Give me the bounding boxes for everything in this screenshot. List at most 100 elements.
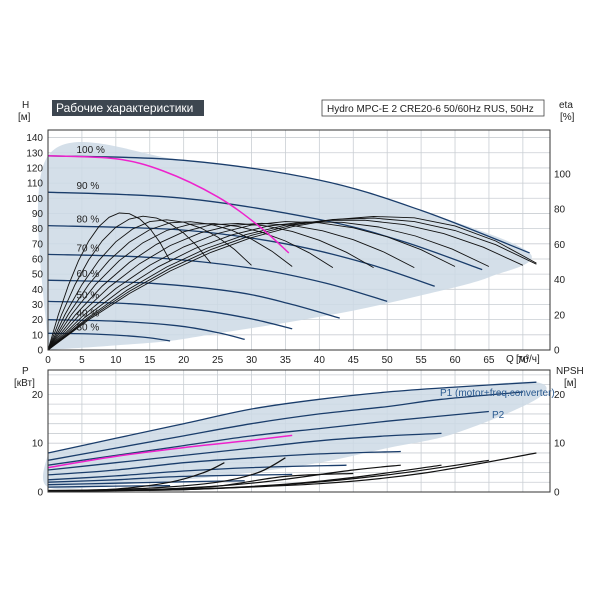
npsh-tick-1: 10 (554, 439, 566, 450)
npsh-curve-6 (47, 462, 225, 493)
eta-curve-11 (47, 216, 537, 351)
flow-tick-7: 35 (280, 355, 292, 366)
head-tick-9: 90 (32, 209, 44, 220)
head-axis-unit: [м] (18, 112, 31, 123)
p2-series-label: P2 (492, 410, 505, 421)
flow-axis-label: Q (506, 354, 514, 365)
npsh-curve-4 (47, 472, 354, 492)
p1-series-label: P1 (motor+freq.converter) (440, 388, 555, 399)
eta-tick-3: 60 (554, 240, 566, 251)
head-tick-2: 20 (32, 315, 44, 326)
eta-tick-labels: 0 20 40 60 80 100 (554, 170, 571, 357)
npsh-tick-labels: 0 10 20 (554, 390, 566, 499)
head-tick-3: 30 (32, 300, 44, 311)
eta-curve-2 (47, 219, 252, 351)
head-tick-8: 80 (32, 224, 44, 235)
power-tick-labels: 0 10 20 (32, 390, 44, 499)
eta-tick-4: 80 (554, 205, 566, 216)
eta-axis-label: eta (559, 100, 573, 111)
power-axis-label: P (22, 366, 29, 377)
eta-tick-5: 100 (554, 170, 571, 181)
power-curve-2 (47, 410, 489, 466)
flow-tick-13: 65 (483, 355, 495, 366)
eta-curve-4 (47, 223, 334, 351)
head-tick-12: 120 (26, 163, 43, 174)
head-tick-5: 50 (32, 270, 44, 281)
head-tick-4: 40 (32, 285, 44, 296)
speed-label-7: 30 % (76, 322, 99, 333)
power-curve-5 (47, 464, 347, 481)
power-axis-unit: [кВт] (14, 378, 35, 389)
speed-curve-4 (47, 279, 340, 319)
power-tick-0: 0 (37, 488, 43, 499)
eta-tick-1: 20 (554, 310, 566, 321)
head-tick-7: 70 (32, 239, 44, 250)
eta-curve-3 (47, 221, 293, 351)
power-curve-1 (47, 391, 523, 461)
npsh-tick-2: 20 (554, 390, 566, 401)
eta-curve-0 (47, 212, 171, 351)
power-curve-8 (47, 485, 171, 488)
flow-tick-0: 0 (45, 355, 51, 366)
flow-tick-6: 30 (246, 355, 258, 366)
speed-curve-3 (47, 253, 388, 303)
head-axis-label: H (22, 100, 29, 111)
eta-curve-5 (47, 222, 374, 351)
npsh-axis-label: NPSH (556, 366, 584, 377)
model-box (321, 99, 545, 117)
head-tick-14: 140 (26, 133, 43, 144)
power-curves (47, 381, 537, 488)
head-plot-frame (47, 129, 551, 351)
eta-curve-1 (47, 215, 212, 351)
npsh-axis-unit: [м] (564, 378, 577, 389)
efficiency-curves (47, 212, 537, 351)
title-background (52, 100, 204, 116)
flow-tick-labels: 0 5 10 15 20 25 30 35 40 45 50 55 60 65 70 (45, 355, 529, 366)
eta-curve-7 (47, 221, 456, 351)
speed-label-5: 50 % (76, 290, 99, 301)
power-curve-3 (47, 432, 442, 471)
speed-curve-6 (47, 319, 245, 341)
pump-model: Hydro MPC-E 2 CRE20-6 50/60Hz RUS, 50Hz (327, 104, 534, 115)
head-tick-labels: 0 10 20 30 40 50 60 70 80 90 100 110 120 130 140 (26, 133, 43, 356)
flow-tick-10: 50 (382, 355, 394, 366)
flow-tick-2: 10 (110, 355, 122, 366)
eta-curve-10 (47, 217, 537, 351)
power-npsh-plot: 0 10 20 0 10 20 (32, 369, 566, 499)
head-flow-plot: 100 % 90 % 80 % 70 % 60 % 50 % 40 % 30 % 0 5 10 15… (26, 129, 571, 366)
flow-tick-1: 5 (79, 355, 85, 366)
flow-axis-unit: [м³/ч] (516, 354, 540, 365)
chart-header: Рабочие характеристики Hydro MPC-E 2 CRE… (52, 99, 545, 117)
npsh-curves (47, 452, 537, 493)
head-tick-11: 110 (27, 179, 43, 190)
flow-tick-12: 60 (449, 355, 461, 366)
eta-curve-6 (47, 222, 415, 351)
speed-label-3: 70 % (76, 243, 99, 254)
speed-labels: 100 % 90 % 80 % 70 % 60 % 50 % 40 % 30 % (76, 145, 104, 334)
chart-title: Рабочие характеристики (56, 101, 193, 115)
speed-label-1: 90 % (76, 181, 99, 192)
head-tick-0: 0 (37, 346, 43, 357)
flow-tick-8: 40 (314, 355, 326, 366)
duty-power-curve (47, 434, 293, 469)
speed-label-2: 80 % (76, 215, 99, 226)
speed-label-0: 100 % (76, 145, 104, 156)
power-tick-2: 20 (32, 390, 44, 401)
npsh-tick-0: 0 (554, 488, 560, 499)
eta-curve-8 (47, 221, 490, 351)
head-tick-6: 60 (32, 254, 44, 265)
power-curve-4 (47, 450, 401, 476)
power-tick-1: 10 (32, 439, 44, 450)
power-curve-7 (47, 480, 245, 486)
duty-curve (47, 155, 290, 254)
flow-tick-5: 25 (212, 355, 224, 366)
flow-tick-14: 70 (517, 355, 529, 366)
speed-label-6: 40 % (76, 309, 99, 320)
flow-tick-9: 45 (348, 355, 360, 366)
eta-axis-unit: [%] (560, 112, 575, 123)
power-curve-0 (47, 381, 537, 454)
flow-tick-3: 15 (144, 355, 156, 366)
speed-curve-0 (47, 155, 530, 254)
eta-tick-0: 0 (554, 346, 560, 357)
